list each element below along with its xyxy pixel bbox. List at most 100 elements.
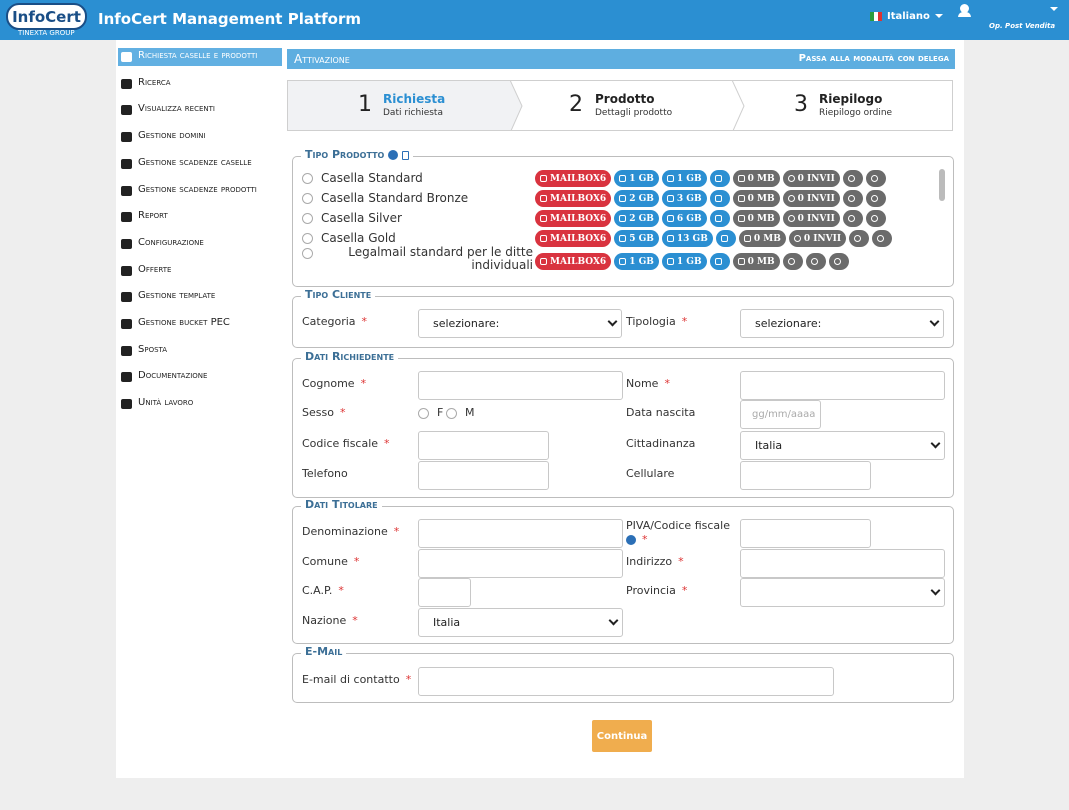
badge: 2 GB — [614, 210, 659, 227]
badge: 0 MB — [733, 210, 780, 227]
info-icon[interactable] — [388, 150, 398, 160]
product-radio[interactable] — [302, 193, 313, 204]
legend: Tipo Cliente — [301, 288, 375, 301]
badge-text: 0 MB — [748, 214, 775, 224]
text-input[interactable] — [418, 667, 834, 696]
step-subtitle: Dati richiesta — [383, 108, 443, 118]
badge-icon — [871, 215, 878, 222]
logo[interactable]: InfoCert — [6, 3, 87, 30]
product-radio[interactable] — [302, 233, 313, 244]
field-label: Codice fiscale* — [302, 437, 390, 450]
user-name[interactable]: Op. Post Vendita — [989, 22, 1055, 30]
badge — [866, 210, 886, 227]
sidebar-item[interactable]: Gestione template — [118, 288, 282, 306]
badge: 0 MB — [733, 253, 780, 270]
product-radio[interactable] — [302, 213, 313, 224]
text-input[interactable] — [418, 519, 623, 548]
badge: 13 GB — [662, 230, 713, 247]
sidebar-item[interactable]: Gestione bucket PEC — [118, 315, 282, 333]
label-text: Sesso — [302, 406, 334, 419]
select[interactable] — [740, 578, 945, 607]
text-input[interactable] — [740, 549, 945, 578]
product-name[interactable]: Casella Gold — [321, 231, 396, 245]
step-subtitle: Riepilogo ordine — [819, 108, 892, 118]
select[interactable]: selezionare: — [418, 309, 622, 338]
text-input[interactable] — [418, 549, 623, 578]
label-text: Categoria — [302, 315, 356, 328]
badge-text: 0 INVII — [798, 214, 835, 224]
sidebar-item[interactable]: Offerte — [118, 262, 282, 280]
field-label: Indirizzo* — [626, 555, 684, 568]
text-input[interactable] — [740, 519, 871, 548]
text-input[interactable] — [740, 371, 945, 400]
legend: Dati Richiedente — [301, 350, 398, 363]
badge-icon — [854, 235, 861, 242]
product-name[interactable]: Casella Standard Bronze — [321, 191, 468, 205]
user-icon-body — [958, 12, 971, 17]
badge-icon — [619, 235, 626, 242]
badge — [783, 253, 803, 270]
radio[interactable] — [446, 408, 457, 419]
badge-text: 0 INVII — [798, 194, 835, 204]
continue-button[interactable]: Continua — [592, 720, 652, 752]
sidebar-item[interactable]: Visualizza recenti — [118, 101, 282, 119]
text-input[interactable] — [740, 461, 871, 490]
info-icon[interactable] — [626, 535, 636, 545]
product-name[interactable]: Legalmail standard per le ditte individu… — [321, 246, 533, 272]
sidebar-item[interactable]: Ricerca — [118, 75, 282, 93]
select[interactable]: Italia — [418, 608, 623, 637]
delegation-link[interactable]: Passa alla modalità con delega — [799, 53, 949, 64]
badge: 0 MB — [733, 170, 780, 187]
text-input[interactable] — [418, 461, 549, 490]
badge — [866, 170, 886, 187]
product-radio[interactable] — [302, 173, 313, 184]
badge-icon — [715, 195, 722, 202]
text-input[interactable] — [418, 431, 549, 460]
badge — [829, 253, 849, 270]
sidebar-label: Configurazione — [138, 237, 204, 248]
sidebar-item[interactable]: Gestione scadenze prodotti — [118, 182, 282, 200]
text-input[interactable] — [418, 578, 471, 607]
sidebar-item[interactable]: Unità lavoro — [118, 395, 282, 413]
label-text: Nome — [626, 377, 658, 390]
radio[interactable] — [418, 408, 429, 419]
badge — [806, 253, 826, 270]
text-input[interactable] — [418, 371, 623, 400]
product-name[interactable]: Casella Silver — [321, 211, 402, 225]
badge — [710, 210, 730, 227]
language-menu[interactable]: Italiano — [887, 11, 943, 22]
copy-icon[interactable] — [402, 151, 409, 160]
badge-icon — [811, 258, 818, 265]
select[interactable]: selezionare: — [740, 309, 944, 338]
badge-text: 1 GB — [629, 174, 654, 184]
sidebar-item[interactable]: Configurazione — [118, 235, 282, 253]
label-text: Cittadinanza — [626, 437, 695, 450]
select[interactable]: Italia — [740, 431, 945, 460]
text-input[interactable]: gg/mm/aaaa — [740, 400, 821, 429]
product-radio[interactable] — [302, 248, 313, 259]
sidebar-label: Gestione template — [138, 290, 215, 301]
flag — [870, 12, 882, 21]
label-text: Data nascita — [626, 406, 695, 419]
sidebar-item[interactable]: Documentazione — [118, 368, 282, 386]
badge-icon — [877, 235, 884, 242]
sidebar-item[interactable]: Gestione domini — [118, 128, 282, 146]
select-arrow — [931, 586, 941, 596]
badge-icon — [871, 195, 878, 202]
badge-icon — [540, 195, 547, 202]
sidebar-item[interactable]: Report — [118, 208, 282, 226]
badge-icon — [619, 175, 626, 182]
badge-icon — [540, 215, 547, 222]
section-bar: AttivazionePassa alla modalità con deleg… — [287, 49, 955, 69]
sidebar-item[interactable]: Richiesta caselle e prodotti — [118, 48, 282, 66]
product-name[interactable]: Casella Standard — [321, 171, 423, 185]
sidebar-icon — [121, 186, 132, 196]
badge-icon — [619, 195, 626, 202]
badge: MAILBOX6 — [535, 170, 611, 187]
badge: 0 INVII — [783, 170, 840, 187]
sidebar-item[interactable]: Gestione scadenze caselle — [118, 155, 282, 173]
sidebar-item[interactable]: Sposta — [118, 342, 282, 360]
sidebar-label: Gestione scadenze prodotti — [138, 184, 257, 195]
